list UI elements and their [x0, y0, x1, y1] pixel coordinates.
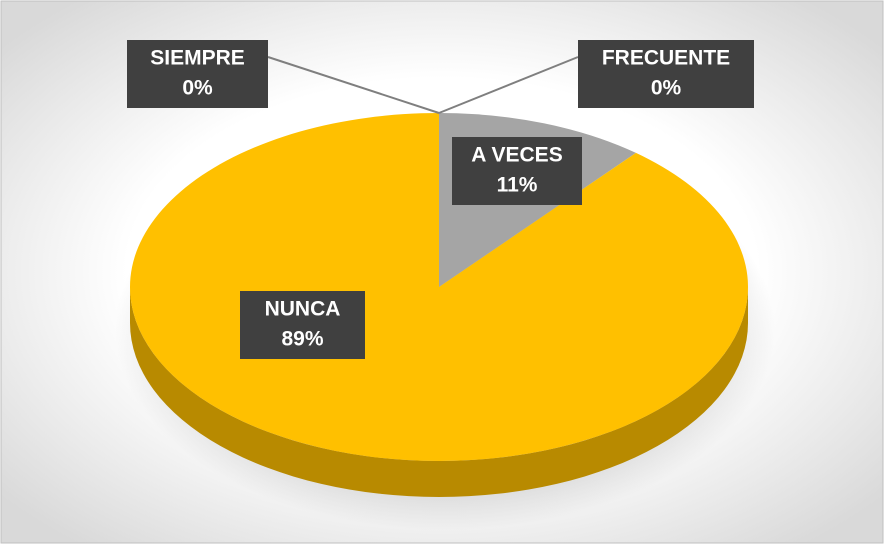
- value-label: 11%: [497, 174, 538, 197]
- label-box: [452, 137, 582, 205]
- slice-side: [130, 287, 748, 497]
- category-label: FRECUENTE: [602, 47, 730, 70]
- label-box: [127, 40, 268, 108]
- value-label: 0%: [182, 77, 213, 100]
- label-box: [578, 40, 754, 108]
- leader-line: [438, 56, 579, 114]
- labels: SIEMPRE 0% FRECUENTE 0% A VECES 11% NUNCA 89%: [127, 40, 754, 359]
- slice: [129, 113, 748, 461]
- value-label: 89%: [281, 328, 323, 351]
- label-box: [240, 291, 365, 359]
- leader-line: [267, 56, 440, 114]
- category-label: A VECES: [471, 144, 562, 167]
- category-label: SIEMPRE: [150, 47, 245, 70]
- value-label: 0%: [651, 77, 682, 100]
- pie: [129, 113, 748, 497]
- category-label: NUNCA: [265, 298, 341, 321]
